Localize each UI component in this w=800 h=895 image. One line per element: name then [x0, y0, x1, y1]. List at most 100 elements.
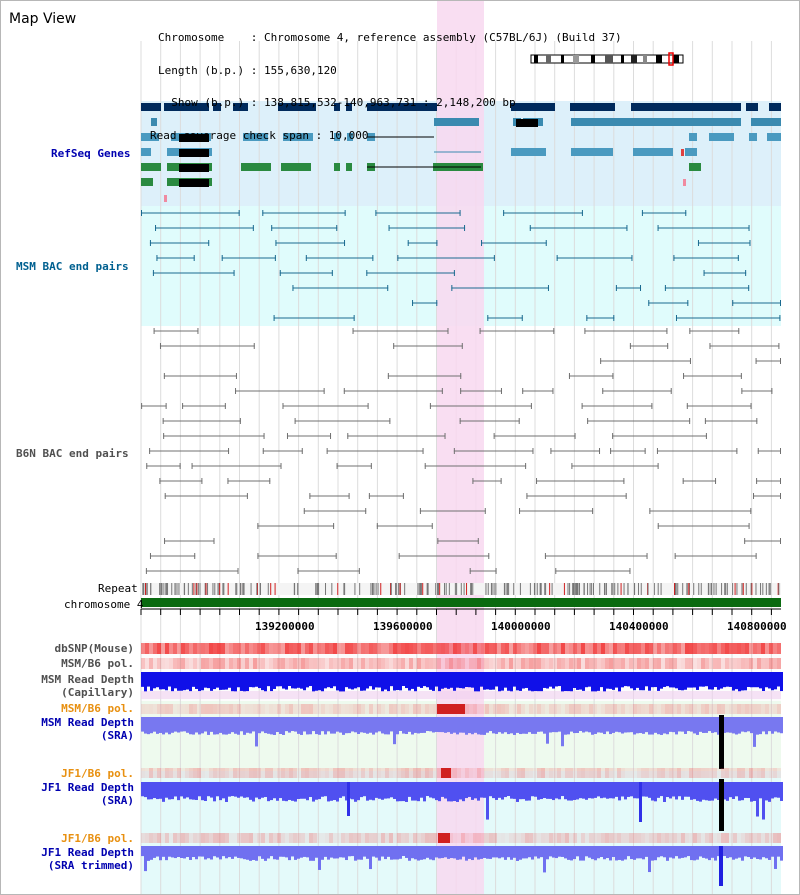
- show-range-info: Show (b.p.) : 138,815,532-140,963,731 : …: [158, 96, 516, 109]
- pol-cell: [701, 833, 705, 843]
- depth-bar: [618, 717, 621, 733]
- gene-feature: [751, 118, 781, 126]
- pol-cell: [377, 768, 381, 778]
- depth-bar: [726, 717, 729, 733]
- depth-bar: [738, 717, 741, 734]
- pol-cell: [317, 768, 321, 778]
- depth-bar: [393, 782, 396, 799]
- depth-bar: [261, 672, 264, 691]
- depth-bar: [264, 672, 267, 692]
- repeat-element: [205, 583, 207, 595]
- depth-bar: [279, 782, 282, 799]
- b6n-bac-pair: [257, 553, 259, 559]
- b6n-bac-pair: [500, 478, 502, 484]
- pol-cell: [761, 833, 765, 843]
- depth-bar: [162, 672, 165, 690]
- depth-bar: [543, 846, 546, 873]
- track-label-refseq[interactable]: RefSeq Genes: [51, 147, 131, 160]
- track-label-jf1-depth-trimmed[interactable]: JF1 Read Depth (SRA trimmed): [1, 846, 134, 872]
- repeat-element: [713, 583, 715, 595]
- track-label-msm-b6-pol[interactable]: MSM/B6 pol.: [1, 657, 134, 670]
- depth-bar: [558, 672, 561, 687]
- pol-cell: [421, 833, 425, 843]
- pol-cell: [261, 704, 265, 714]
- depth-bar: [348, 717, 351, 734]
- track-label-jf1-b6-pol[interactable]: JF1/B6 pol.: [1, 767, 134, 780]
- depth-bar: [336, 717, 339, 732]
- pol-cell: [201, 658, 205, 669]
- track-label-dbsnp[interactable]: dbSNP(Mouse): [1, 642, 134, 655]
- pol-cell: [513, 704, 517, 714]
- track-label-msm-bac[interactable]: MSM BAC end pairs: [16, 260, 129, 273]
- depth-bar: [651, 782, 654, 801]
- pol-cell: [625, 768, 629, 778]
- dbsnp-cell: [185, 643, 189, 654]
- depth-bar: [141, 717, 144, 732]
- track-label-jf1-depth-sra[interactable]: JF1 Read Depth (SRA): [1, 781, 134, 807]
- repeat-element: [316, 583, 318, 595]
- depth-bar: [165, 672, 168, 691]
- pol-cell: [193, 658, 197, 669]
- repeat-element: [572, 583, 574, 595]
- msm-bac-pair: [366, 270, 368, 276]
- depth-bar: [744, 717, 747, 733]
- depth-bar: [171, 672, 174, 692]
- depth-bar: [750, 717, 753, 734]
- repeat-element: [293, 583, 295, 595]
- dbsnp-cell: [245, 643, 249, 654]
- depth-bar: [552, 717, 555, 733]
- depth-bar: [543, 672, 546, 688]
- track-label-jf1-b6-pol-2[interactable]: JF1/B6 pol.: [1, 832, 134, 845]
- b6n-bac-pair: [555, 568, 557, 574]
- b6n-bac-pair: [744, 538, 746, 544]
- pol-cell: [169, 658, 173, 669]
- depth-bar: [213, 846, 216, 857]
- label-text: (Capillary): [61, 686, 134, 699]
- pol-cell: [773, 704, 777, 714]
- pol-cell: [457, 833, 461, 843]
- pol-cell: [601, 833, 605, 843]
- pol-cell: [701, 768, 705, 778]
- pol-cell: [649, 768, 653, 778]
- track-label-b6n-bac[interactable]: B6N BAC end pairs: [16, 447, 129, 460]
- b6n-bac-pair: [525, 463, 527, 469]
- pol-cell: [649, 833, 653, 843]
- dbsnp-cell: [149, 643, 153, 654]
- track-label-msm-b6-pol-2[interactable]: MSM/B6 pol.: [1, 702, 134, 715]
- depth-bar: [306, 717, 309, 735]
- depth-bar: [417, 672, 420, 687]
- depth-bar: [180, 672, 183, 691]
- depth-bar: [438, 782, 441, 802]
- pol-cell: [581, 704, 585, 714]
- depth-bar: [177, 672, 180, 691]
- b6n-bac-pair: [164, 538, 166, 544]
- pol-cell: [557, 704, 561, 714]
- gene-feature: [278, 103, 316, 111]
- depth-bar: [390, 717, 393, 732]
- pol-cell: [173, 658, 177, 669]
- depth-bar: [648, 782, 651, 798]
- depth-bar: [357, 846, 360, 860]
- depth-bar: [396, 717, 399, 735]
- gene-exon: [179, 164, 209, 172]
- pol-cell: [277, 833, 281, 843]
- track-label-msm-depth-capillary[interactable]: MSM Read Depth (Capillary): [1, 673, 134, 699]
- depth-bar: [471, 782, 474, 800]
- repeat-element: [627, 583, 629, 595]
- depth-bar: [432, 782, 435, 799]
- repeat-element: [318, 583, 320, 595]
- dbsnp-cell: [229, 643, 233, 654]
- track-label-msm-depth-sra[interactable]: MSM Read Depth (SRA): [1, 716, 134, 742]
- depth-bar: [216, 846, 219, 858]
- pol-cell: [609, 658, 613, 669]
- pol-cell: [193, 768, 197, 778]
- pol-cell: [477, 768, 481, 778]
- depth-bar: [213, 717, 216, 735]
- pol-cell: [745, 658, 749, 669]
- msm-bac-pair: [675, 315, 677, 321]
- gene-feature: [213, 103, 221, 111]
- depth-bar: [729, 717, 732, 733]
- depth-bar: [564, 717, 567, 735]
- pol-cell: [289, 833, 293, 843]
